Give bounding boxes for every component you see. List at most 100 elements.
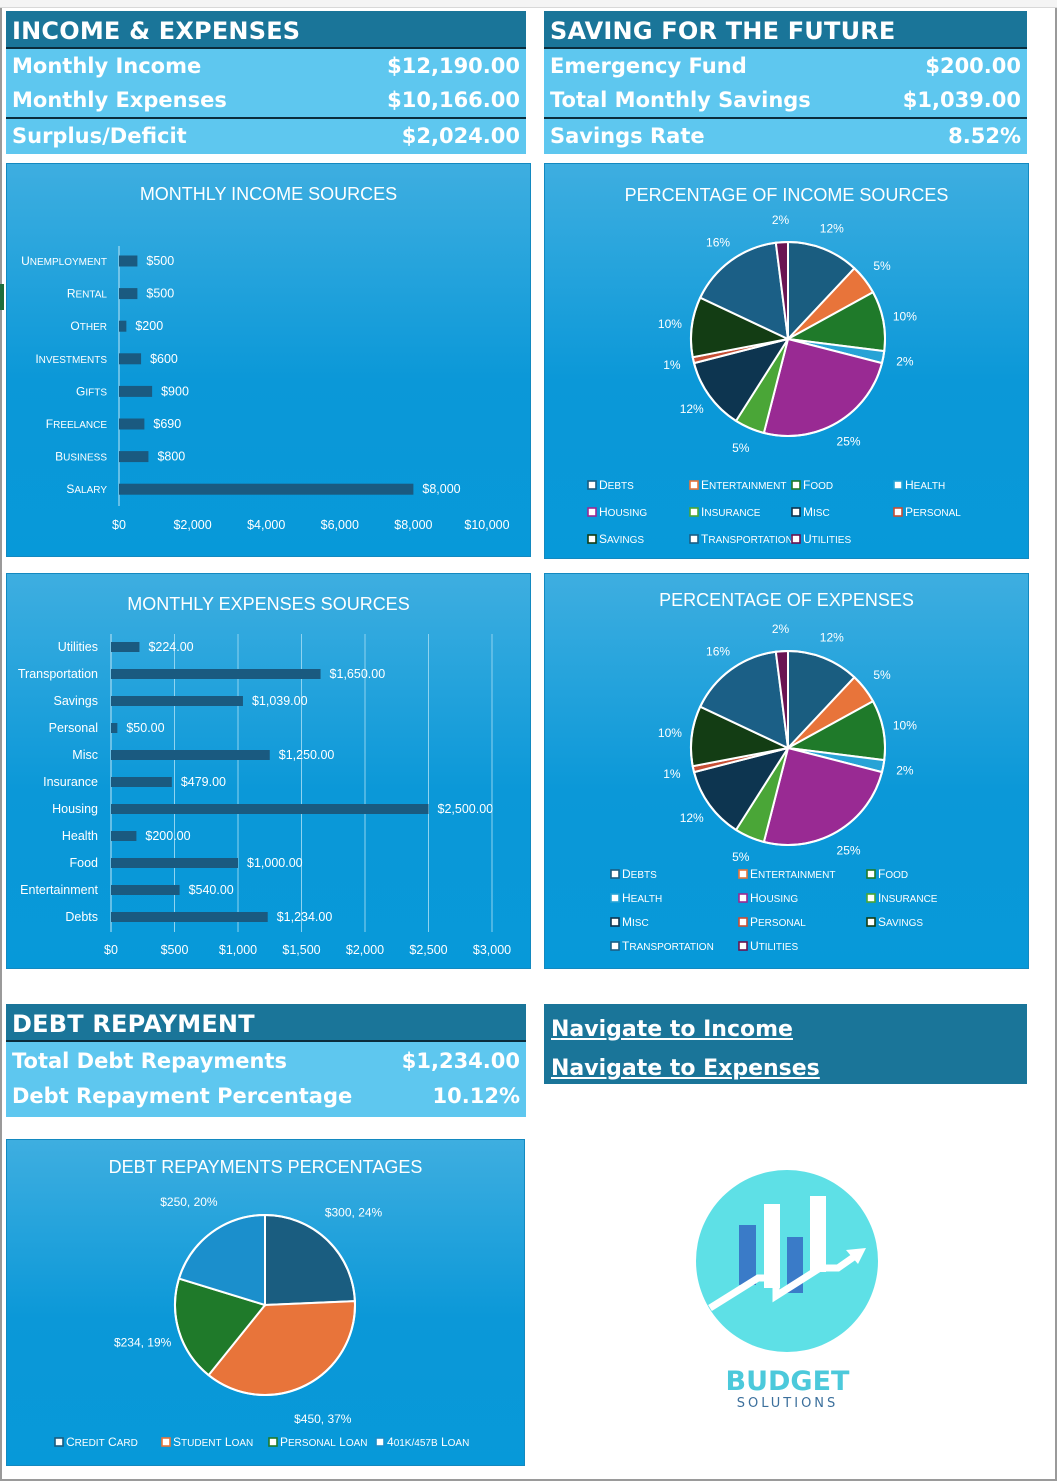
legend-label: 401K/457B LOAN xyxy=(387,1435,469,1449)
category-label: INVESTMENTS xyxy=(35,352,107,366)
category-label: FREELANCE xyxy=(46,417,108,431)
debt-percentage-row: Debt Repayment Percentage 10.12% xyxy=(6,1079,526,1117)
category-label: Misc xyxy=(72,748,98,762)
total-debt-value: $1,234.00 xyxy=(401,1049,520,1073)
slice-label: 10% xyxy=(658,317,682,331)
legend-label: STUDENT LOAN xyxy=(173,1435,253,1449)
selected-row-marker xyxy=(0,284,4,310)
slice-label: 10% xyxy=(893,719,917,733)
monthly-expenses-value: $10,166.00 xyxy=(387,88,520,112)
category-label: Food xyxy=(70,856,99,870)
legend-swatch xyxy=(587,480,597,490)
legend-swatch xyxy=(791,534,801,544)
tick-label: $1,500 xyxy=(282,943,320,957)
surplus-deficit-label: Surplus/Deficit xyxy=(12,124,187,148)
legend-label: ENTERTAINMENT xyxy=(701,478,786,492)
bar xyxy=(111,777,172,787)
expenses-pie-chart[interactable]: PERCENTAGE OF EXPENSES 12% 5% 10% 2% 25% 5% 12… xyxy=(544,573,1029,969)
surplus-deficit-row: Surplus/Deficit $2,024.00 xyxy=(6,117,526,154)
legend-swatch xyxy=(161,1437,171,1447)
tick-label: $1,000 xyxy=(219,943,257,957)
legend-swatch xyxy=(738,917,748,927)
pie-outline xyxy=(690,650,886,846)
legend-swatch xyxy=(689,507,699,517)
data-label: $690 xyxy=(153,417,181,431)
debt-pie-chart[interactable]: DEBT REPAYMENTS PERCENTAGES $300, 24% $45… xyxy=(6,1139,525,1466)
income-bar-chart[interactable]: MONTHLY INCOME SOURCES UNEMPLOYMENT $500 R… xyxy=(6,163,531,557)
data-label: $1,250.00 xyxy=(279,748,335,762)
budget-solutions-logo: BUDGET SOLUTIONS xyxy=(680,1168,895,1418)
slice-label: 5% xyxy=(732,850,750,864)
data-label: $900 xyxy=(161,384,189,398)
expenses-bar-chart[interactable]: MONTHLY EXPENSES SOURCES Utilities $224.0… xyxy=(6,573,531,969)
category-label: RENTAL xyxy=(67,287,108,301)
surplus-deficit-value: $2,024.00 xyxy=(401,124,520,148)
data-label: $200.00 xyxy=(145,829,190,843)
income-expenses-title: INCOME & EXPENSES xyxy=(6,11,526,49)
legend-label: SAVINGS xyxy=(599,532,644,546)
navigate-to-expenses-link[interactable]: Navigate to Expenses xyxy=(551,1056,820,1081)
tick-label: $2,500 xyxy=(409,943,447,957)
category-label: Debts xyxy=(65,910,98,924)
tick-label: $4,000 xyxy=(247,518,285,532)
slice-label: 2% xyxy=(772,622,790,636)
bar xyxy=(119,353,142,365)
bar xyxy=(111,912,268,922)
legend-label: MISC xyxy=(803,505,830,519)
data-label: $8,000 xyxy=(422,482,460,496)
legend-label: INSURANCE xyxy=(878,891,938,905)
bar xyxy=(111,750,270,760)
category-label: Housing xyxy=(52,802,98,816)
data-label: $1,039.00 xyxy=(252,694,308,708)
total-savings-value: $1,039.00 xyxy=(902,88,1021,112)
data-label: $479.00 xyxy=(181,775,226,789)
navigate-to-income-link[interactable]: Navigate to Income xyxy=(551,1017,793,1042)
legend-swatch xyxy=(893,507,903,517)
slice-label: 16% xyxy=(706,236,730,250)
legend-swatch xyxy=(738,869,748,879)
bar xyxy=(111,804,429,814)
data-label: $200 xyxy=(135,319,163,333)
slice-label: 2% xyxy=(772,213,790,227)
legend-swatch xyxy=(268,1437,278,1447)
slice-label: 16% xyxy=(706,645,730,659)
slice-label: 2% xyxy=(896,354,914,368)
data-label: $224.00 xyxy=(148,640,193,654)
bar xyxy=(111,885,180,895)
slice-label: 2% xyxy=(896,763,914,777)
data-label: $1,000.00 xyxy=(247,856,303,870)
bar xyxy=(119,288,138,300)
income-expenses-panel: INCOME & EXPENSES Monthly Income $12,190… xyxy=(6,11,526,154)
bar xyxy=(111,642,140,652)
legend-swatch xyxy=(866,869,876,879)
income-pie-title: PERCENTAGE OF INCOME SOURCES xyxy=(624,185,949,205)
legend-label: DEBTS xyxy=(622,867,657,881)
legend-label: FOOD xyxy=(803,478,833,492)
tick-label: $500 xyxy=(161,943,189,957)
category-label: Entertainment xyxy=(20,883,98,897)
legend-label: PERSONAL LOAN xyxy=(280,1435,368,1449)
legend-label: PERSONAL xyxy=(905,505,961,519)
tick-label: $10,000 xyxy=(464,518,509,532)
legend-label: SAVINGS xyxy=(878,915,923,929)
bar xyxy=(111,831,137,841)
data-label: $800 xyxy=(157,450,185,464)
savings-rate-row: Savings Rate 8.52% xyxy=(544,117,1027,154)
slice-label: 12% xyxy=(680,402,704,416)
total-savings-row: Total Monthly Savings $1,039.00 xyxy=(544,83,1027,117)
tick-label: $0 xyxy=(112,518,126,532)
legend-swatch xyxy=(689,480,699,490)
slice-label: $450, 37% xyxy=(294,1412,352,1426)
logo-title: BUDGET xyxy=(725,1366,850,1397)
data-label: $1,650.00 xyxy=(330,667,386,681)
monthly-income-label: Monthly Income xyxy=(12,54,202,78)
legend-label: FOOD xyxy=(878,867,908,881)
debt-repayment-title: DEBT REPAYMENT xyxy=(6,1004,526,1042)
emergency-fund-value: $200.00 xyxy=(925,54,1021,78)
category-label: Insurance xyxy=(43,775,98,789)
legend-swatch xyxy=(689,534,699,544)
navigation-panel: Navigate to Income Navigate to Expenses xyxy=(544,1004,1027,1084)
category-label: Personal xyxy=(49,721,98,735)
income-pie-chart[interactable]: PERCENTAGE OF INCOME SOURCES 12% 5% 10% 2% 2… xyxy=(544,163,1029,559)
monthly-income-value: $12,190.00 xyxy=(387,54,520,78)
